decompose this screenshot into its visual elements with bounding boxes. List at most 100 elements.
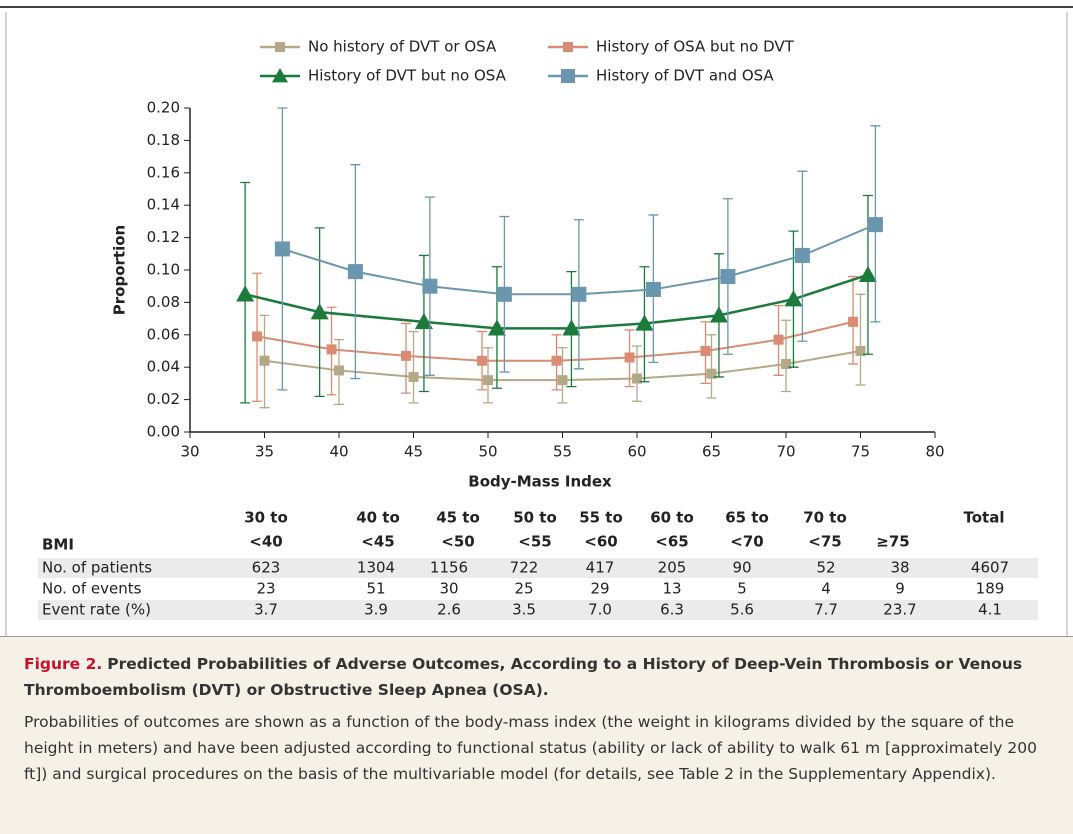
y-tick-label: 0.16 [147, 163, 180, 181]
marker [709, 306, 728, 323]
table-cell: 23.7 [883, 601, 916, 619]
x-tick-label: 45 [404, 443, 423, 461]
marker [700, 346, 711, 356]
y-axis-label: Proportion [111, 225, 129, 315]
marker [867, 217, 883, 233]
series-line [244, 273, 869, 330]
marker [334, 365, 344, 376]
caption-title: Predicted Probabilities of Adverse Outco… [24, 655, 1023, 699]
marker [635, 314, 654, 331]
table-cell: 722 [510, 559, 539, 577]
chart: Body-Mass Index Proportion BMI 0.00 0.02 0… [0, 6, 1073, 636]
legend-marker [563, 42, 573, 52]
marker [781, 358, 791, 369]
table-header: <70 [730, 533, 763, 551]
marker [347, 264, 363, 280]
legend-label: No history of DVT or OSA [308, 38, 497, 56]
legend-marker [275, 42, 285, 52]
table-cell: 30 [439, 580, 458, 598]
table-cell: 7.7 [814, 601, 838, 619]
x-tick-label: 30 [180, 443, 199, 461]
y-tick-label: 0.04 [147, 358, 180, 376]
table-cell: 7.0 [588, 601, 612, 619]
table-cell: 52 [816, 559, 835, 577]
y-tick-label: 0.18 [147, 131, 180, 149]
error-bar [706, 334, 717, 399]
y-tick-label: 0.08 [147, 293, 180, 311]
row-label: No. of patients [42, 559, 152, 577]
error-bar [781, 319, 791, 393]
marker [401, 350, 412, 361]
y-tick-label: 0.14 [147, 196, 180, 214]
table-header: <40 [249, 533, 282, 551]
marker [706, 368, 717, 379]
caption-label: Figure 2. [24, 655, 103, 673]
marker [408, 371, 419, 382]
table-cell: 623 [252, 559, 281, 577]
marker [551, 355, 562, 366]
marker [310, 303, 329, 320]
table-cell: 1156 [430, 559, 468, 577]
table-cell: 3.9 [364, 601, 388, 619]
table-header: 70 to [803, 509, 847, 527]
table-cell: 3.5 [512, 601, 536, 619]
table-cell: 9 [895, 580, 905, 598]
legend-label: History of OSA but no DVT [596, 38, 795, 56]
error-bar [408, 330, 419, 404]
table-cell: 4.1 [978, 601, 1002, 619]
table-cell: 5.6 [730, 601, 754, 619]
y-tick-label: 0.12 [147, 228, 180, 246]
marker [477, 355, 488, 366]
marker [414, 312, 433, 330]
marker [720, 268, 736, 284]
table-cell: 2.6 [437, 601, 461, 619]
y-tick-label: 0.06 [147, 325, 180, 343]
table-cell: 6.3 [660, 601, 684, 619]
marker [487, 319, 506, 336]
marker [848, 316, 859, 327]
legend-label: History of DVT but no OSA [308, 67, 507, 85]
marker [773, 334, 784, 345]
table-cell: 5 [737, 580, 747, 598]
marker [483, 375, 493, 386]
table-cell: 25 [514, 580, 533, 598]
x-tick-label: 50 [478, 443, 497, 461]
marker [571, 286, 587, 302]
table-header: ≥75 [876, 533, 909, 551]
marker [422, 278, 438, 294]
table-header: 65 to [725, 509, 769, 527]
x-tick-label: 35 [255, 443, 274, 461]
y-tick-label: 0.00 [147, 423, 180, 441]
table-header: 55 to [579, 509, 623, 527]
legend-marker [272, 68, 288, 83]
table-cell: 51 [366, 580, 385, 598]
error-bar [855, 293, 866, 386]
marker [632, 373, 642, 384]
table-header: BMI [42, 536, 74, 554]
table-header: <65 [655, 533, 688, 551]
table-header: 45 to [436, 509, 480, 527]
marker [252, 331, 263, 342]
marker [645, 281, 661, 297]
table-cell: 417 [586, 559, 615, 577]
caption-text: Probabilities of outcomes are shown as a… [24, 713, 1037, 783]
marker [274, 241, 290, 257]
x-tick-label: 75 [851, 443, 870, 461]
table-cell: 189 [976, 580, 1005, 598]
table-header: <60 [584, 533, 617, 551]
table-cell: 38 [890, 559, 909, 577]
x-tick-label: 55 [553, 443, 572, 461]
table-row-bg [38, 600, 1038, 620]
row-label: No. of events [42, 580, 142, 598]
table-header: 30 to [244, 509, 288, 527]
caption: Figure 2. Predicted Probabilities of Adv… [0, 636, 1073, 834]
table-header: 50 to [513, 509, 557, 527]
x-axis-label: Body-Mass Index [468, 473, 612, 491]
table-cell: 90 [732, 559, 751, 577]
marker [496, 286, 512, 302]
table-cell: 4607 [971, 559, 1009, 577]
y-tick-label: 0.02 [147, 390, 180, 408]
marker [557, 375, 568, 386]
table-header: <50 [441, 533, 474, 551]
